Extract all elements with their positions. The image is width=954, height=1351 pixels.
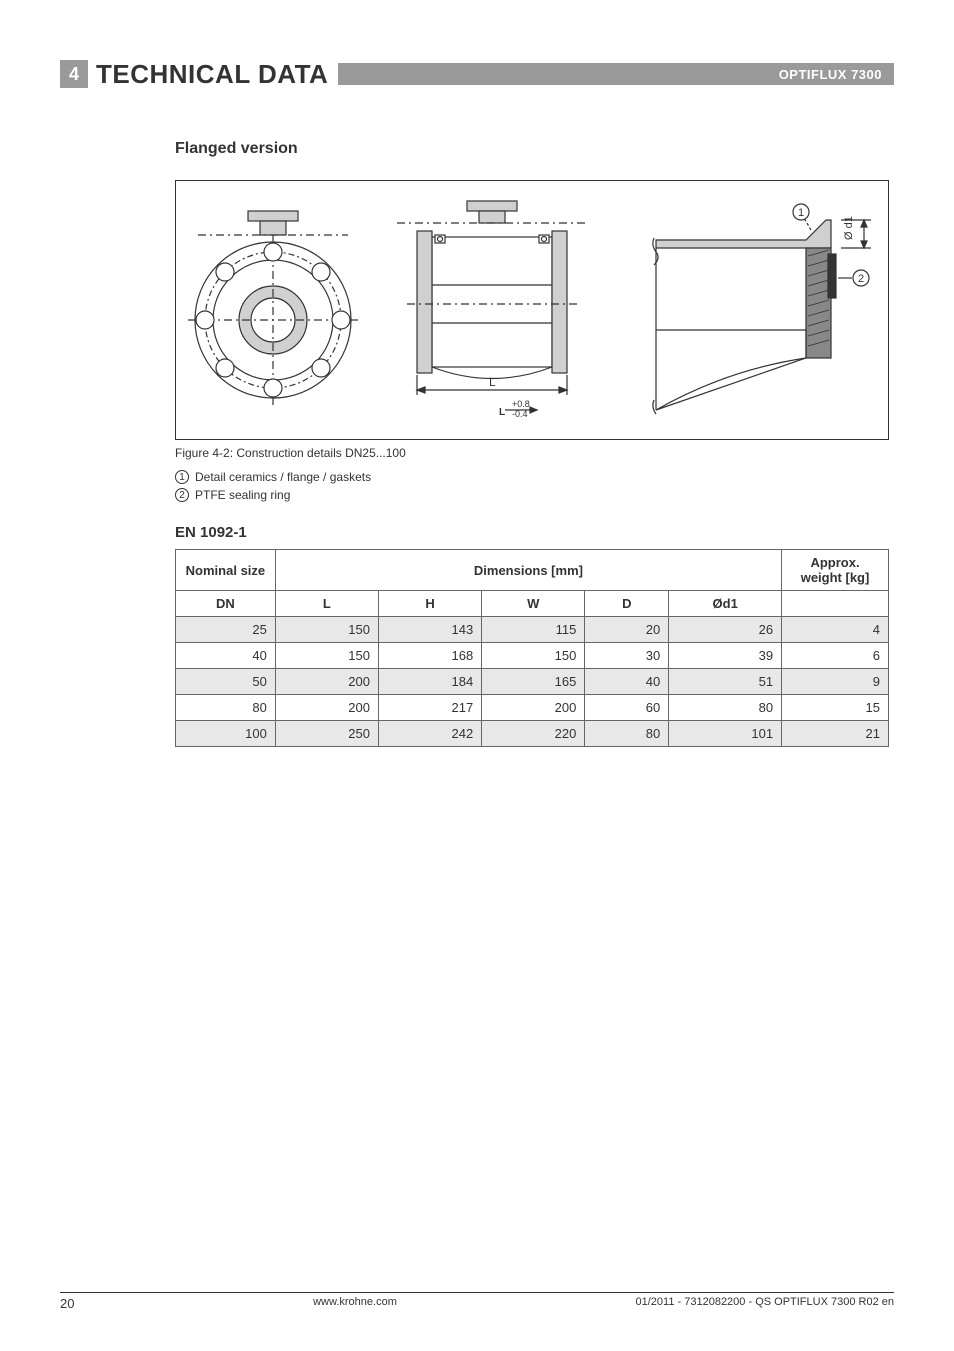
table-cell: 200	[482, 695, 585, 721]
table-cell: 101	[669, 721, 782, 747]
table-cell: 200	[275, 669, 378, 695]
table-row: 1002502422208010121	[176, 721, 889, 747]
svg-text:+0.8: +0.8	[512, 399, 530, 409]
dim-label-L: L	[489, 375, 496, 389]
table-cell: 60	[585, 695, 669, 721]
figure-legend: 1 Detail ceramics / flange / gaskets 2 P…	[175, 468, 889, 504]
figure-box: L L +0.8 -0.4	[175, 180, 889, 440]
table-cell: 143	[379, 617, 482, 643]
th-l: L	[275, 591, 378, 617]
table-cell: 150	[275, 643, 378, 669]
legend-item-2: 2 PTFE sealing ring	[175, 486, 889, 504]
table-cell: 80	[669, 695, 782, 721]
table-cell: 4	[782, 617, 889, 643]
table-row: 80200217200608015	[176, 695, 889, 721]
footer-url: www.krohne.com	[313, 1296, 397, 1308]
legend-num-1: 1	[175, 470, 189, 484]
svg-text:1: 1	[798, 207, 804, 219]
table-cell: 220	[482, 721, 585, 747]
th-nominal: Nominal size	[176, 550, 276, 591]
table-cell: 26	[669, 617, 782, 643]
table-row: 2515014311520264	[176, 617, 889, 643]
table-cell: 150	[275, 617, 378, 643]
table-cell: 165	[482, 669, 585, 695]
table-standard: EN 1092-1	[175, 524, 889, 541]
table-cell: 217	[379, 695, 482, 721]
table-cell: 50	[176, 669, 276, 695]
table-cell: 25	[176, 617, 276, 643]
product-name: OPTIFLUX 7300	[779, 67, 882, 82]
table-cell: 200	[275, 695, 378, 721]
svg-text:Ø d1: Ø d1	[843, 216, 855, 240]
legend-text-2: PTFE sealing ring	[195, 486, 290, 504]
figure-caption: Figure 4-2: Construction details DN25...…	[175, 446, 889, 460]
legend-text-1: Detail ceramics / flange / gaskets	[195, 468, 371, 486]
table-cell: 40	[585, 669, 669, 695]
table-cell: 15	[782, 695, 889, 721]
table-cell: 80	[176, 695, 276, 721]
th-dn: DN	[176, 591, 276, 617]
table-cell: 250	[275, 721, 378, 747]
svg-text:L: L	[499, 407, 505, 418]
legend-item-1: 1 Detail ceramics / flange / gaskets	[175, 468, 889, 486]
page-number: 20	[60, 1296, 74, 1311]
th-weight-blank	[782, 591, 889, 617]
svg-text:-0.4: -0.4	[512, 409, 528, 419]
subheading-flanged: Flanged version	[175, 140, 889, 158]
table-cell: 6	[782, 643, 889, 669]
table-cell: 39	[669, 643, 782, 669]
page-footer: 20 www.krohne.com 01/2011 - 7312082200 -…	[60, 1292, 894, 1311]
table-cell: 40	[176, 643, 276, 669]
page-header: 4 TECHNICAL DATA OPTIFLUX 7300	[60, 56, 894, 92]
table-cell: 51	[669, 669, 782, 695]
section-title: TECHNICAL DATA	[96, 59, 328, 90]
table-cell: 30	[585, 643, 669, 669]
table-cell: 100	[176, 721, 276, 747]
table-cell: 9	[782, 669, 889, 695]
th-h: H	[379, 591, 482, 617]
th-weight: Approx. weight [kg]	[782, 550, 889, 591]
table-cell: 242	[379, 721, 482, 747]
figure-front-view	[188, 205, 358, 415]
figure-side-view: L L +0.8 -0.4	[377, 195, 607, 425]
table-row: 4015016815030396	[176, 643, 889, 669]
table-cell: 150	[482, 643, 585, 669]
table-cell: 168	[379, 643, 482, 669]
svg-text:2: 2	[858, 273, 864, 285]
legend-num-2: 2	[175, 488, 189, 502]
table-row: 5020018416540519	[176, 669, 889, 695]
th-w: W	[482, 591, 585, 617]
table-cell: 21	[782, 721, 889, 747]
header-strip: OPTIFLUX 7300	[338, 63, 894, 85]
table-cell: 184	[379, 669, 482, 695]
table-cell: 20	[585, 617, 669, 643]
th-od1: Ød1	[669, 591, 782, 617]
th-d: D	[585, 591, 669, 617]
section-number-badge: 4	[60, 60, 88, 88]
table-cell: 80	[585, 721, 669, 747]
table-cell: 115	[482, 617, 585, 643]
dimensions-table: Nominal size Dimensions [mm] Approx. wei…	[175, 549, 889, 747]
th-dimensions: Dimensions [mm]	[275, 550, 781, 591]
figure-detail-view: 1 Ø d1 2	[626, 200, 876, 420]
footer-docid: 01/2011 - 7312082200 - QS OPTIFLUX 7300 …	[636, 1296, 894, 1308]
page-content: Flanged version	[175, 140, 889, 747]
